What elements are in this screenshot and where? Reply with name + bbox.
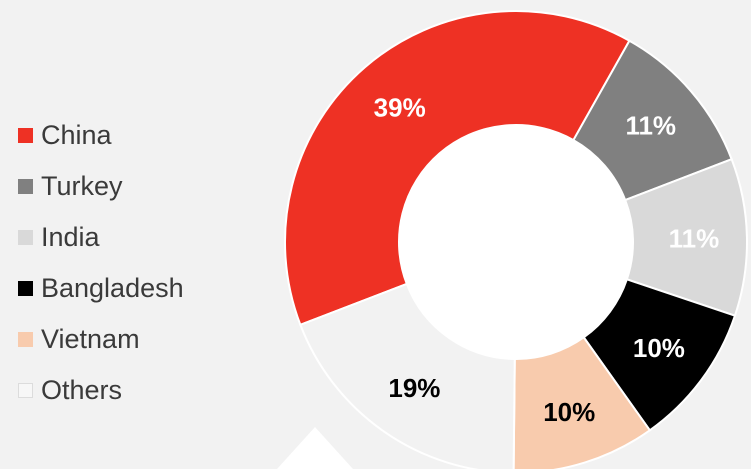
pointer-triangle — [277, 427, 353, 469]
slice-value-label: 10% — [633, 333, 685, 363]
legend-item: India — [18, 212, 258, 263]
legend-label: Bangladesh — [41, 273, 184, 303]
legend-label: Vietnam — [41, 324, 140, 354]
slice-value-label: 39% — [374, 92, 426, 122]
slice-value-label: 11% — [625, 111, 676, 141]
legend-swatch — [18, 281, 33, 296]
legend-swatch — [18, 332, 33, 347]
legend-swatch — [18, 179, 33, 194]
legend-swatch — [18, 383, 33, 398]
legend-swatch — [18, 230, 33, 245]
slice-value-label: 11% — [669, 223, 720, 253]
legend-swatch — [18, 128, 33, 143]
slice-value-label: 10% — [543, 397, 595, 427]
legend-item: Bangladesh — [18, 263, 258, 314]
chart-legend: China Turkey India Bangladesh Vietnam Others — [18, 110, 258, 416]
legend-item: Turkey — [18, 161, 258, 212]
legend-label: India — [41, 222, 100, 252]
donut-hole — [399, 125, 633, 359]
slice-value-label: 19% — [388, 373, 440, 403]
legend-label: Turkey — [41, 171, 123, 201]
legend-item: China — [18, 110, 258, 161]
legend-item: Others — [18, 365, 258, 416]
legend-label: China — [41, 120, 112, 150]
legend-label: Others — [41, 375, 123, 405]
legend-item: Vietnam — [18, 314, 258, 365]
